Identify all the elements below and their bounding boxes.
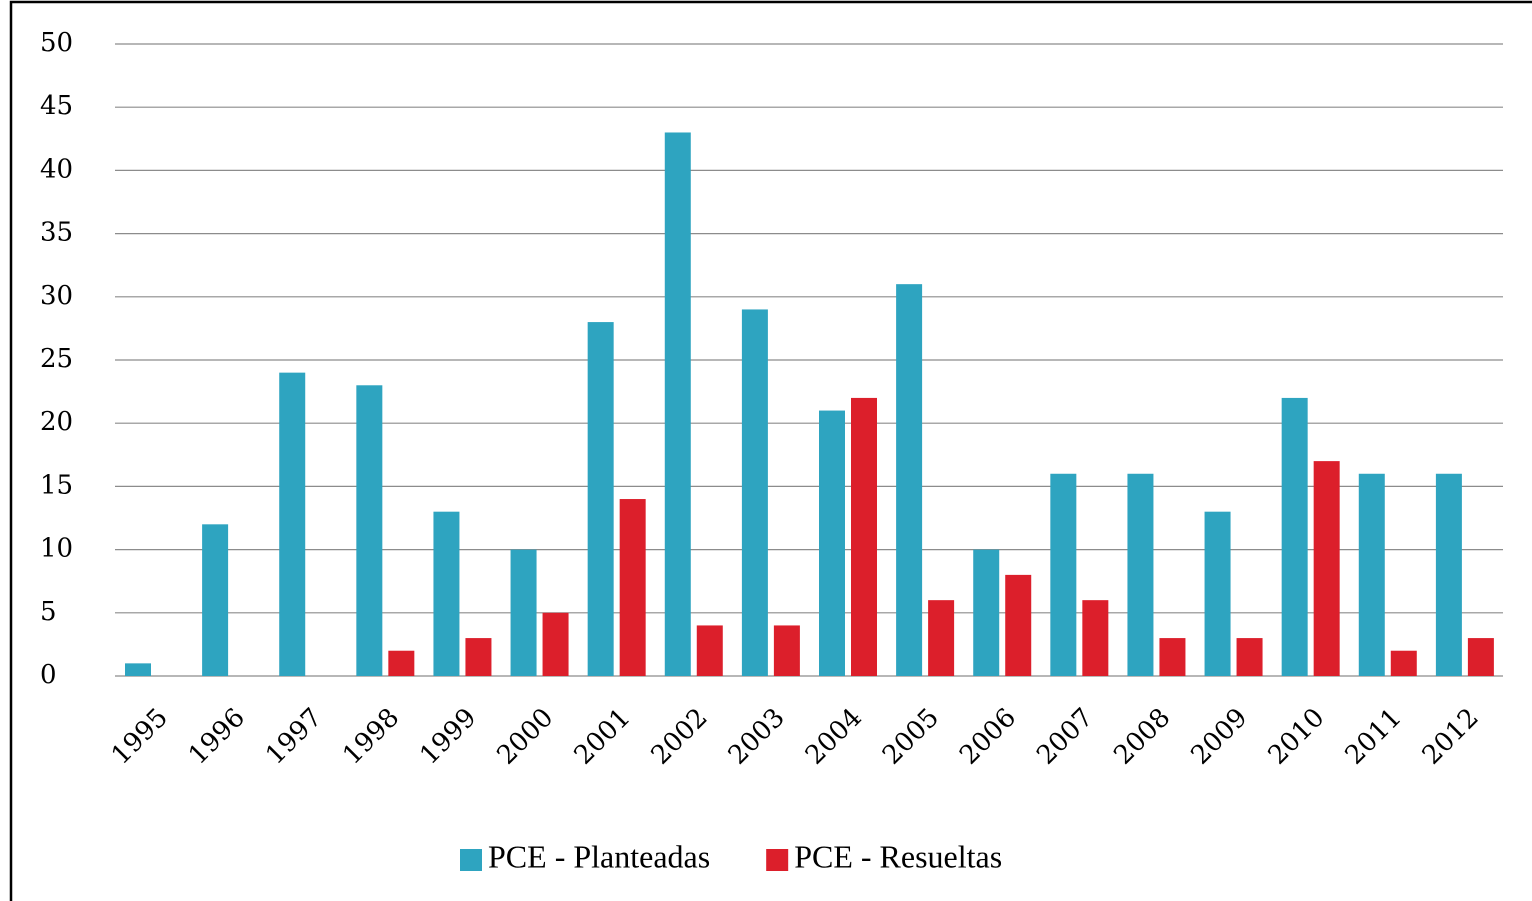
x-tick-label: 2003 (723, 703, 791, 771)
bar (542, 612, 569, 676)
x-tick-label: 2010 (1263, 703, 1331, 771)
legend-label: PCE - Planteadas (488, 838, 710, 874)
bar (896, 284, 923, 676)
x-tick-label: 2008 (1108, 703, 1176, 771)
bar (819, 410, 845, 676)
y-tick-label: 20 (40, 407, 73, 437)
y-tick-label: 10 (40, 534, 73, 564)
bar (1313, 461, 1340, 676)
bar (1236, 638, 1263, 676)
bar (696, 625, 723, 676)
bar (1159, 638, 1186, 676)
y-tick-label: 30 (40, 281, 73, 311)
bar (1005, 574, 1032, 676)
x-tick-label: 2002 (646, 703, 714, 771)
x-tick-label: 2007 (1031, 703, 1099, 771)
y-tick-label: 25 (40, 344, 73, 374)
bar (1082, 600, 1109, 676)
bar (465, 638, 492, 676)
bar (279, 372, 306, 676)
x-tick-label: 1999 (414, 703, 482, 771)
y-tick-label: 50 (40, 28, 73, 58)
bar (851, 397, 877, 676)
x-tick-label: 2009 (1185, 703, 1253, 771)
bar (1390, 650, 1417, 676)
bar (1050, 473, 1077, 676)
x-tick-label: 1996 (183, 703, 251, 771)
bar (356, 385, 383, 676)
x-tick-label: 2004 (800, 703, 868, 771)
legend-swatch (766, 849, 789, 871)
y-tick-label: 45 (40, 91, 73, 121)
bar (773, 625, 800, 676)
x-tick-label: 2006 (954, 703, 1022, 771)
x-tick-label: 2012 (1417, 703, 1485, 771)
bar (1127, 473, 1154, 676)
x-tick-label: 1995 (106, 703, 174, 771)
y-tick-label: 40 (40, 154, 73, 184)
x-tick-label: 2000 (491, 703, 559, 771)
y-tick-label: 35 (40, 218, 73, 248)
bar (619, 499, 646, 676)
legend-swatch (460, 849, 482, 871)
bar (1467, 638, 1494, 676)
bar (1435, 473, 1462, 676)
x-tick-label: 1998 (337, 703, 405, 771)
bar (202, 524, 229, 676)
bar (433, 511, 460, 676)
legend-label: PCE - Resueltas (794, 838, 1002, 874)
chart-frame (9, 0, 1532, 901)
bar (973, 549, 1000, 676)
bar (664, 132, 691, 677)
y-tick-label: 15 (40, 470, 73, 500)
bar (928, 600, 955, 676)
x-tick-label: 2005 (877, 703, 945, 771)
bar (510, 549, 537, 676)
x-tick-label: 2011 (1340, 703, 1408, 771)
bar (1358, 473, 1385, 676)
y-tick-label: 0 (40, 660, 57, 690)
bar (388, 650, 415, 676)
bar (741, 309, 768, 676)
y-tick-label: 5 (40, 597, 57, 627)
bar (1204, 511, 1231, 676)
x-tick-label: 2001 (569, 703, 637, 771)
bar (125, 663, 151, 676)
x-tick-label: 1997 (260, 703, 328, 771)
bar (1281, 397, 1308, 676)
bar (587, 322, 614, 676)
